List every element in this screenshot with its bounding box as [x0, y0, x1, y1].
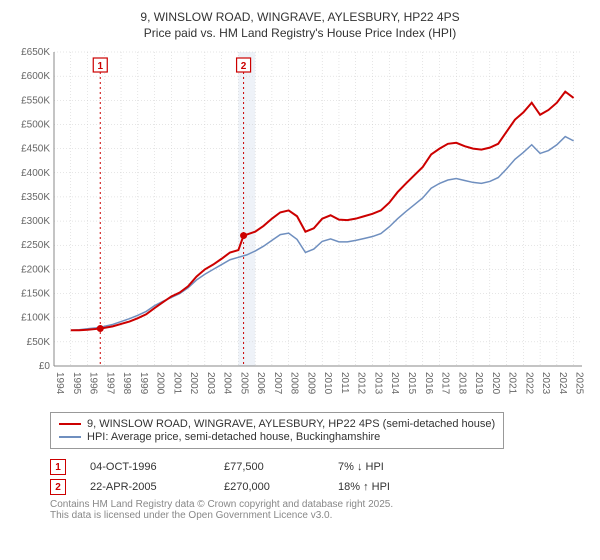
svg-text:2003: 2003: [205, 372, 216, 395]
svg-text:2022: 2022: [523, 372, 534, 395]
svg-text:2012: 2012: [356, 372, 367, 395]
svg-text:£200K: £200K: [21, 264, 50, 275]
svg-text:2018: 2018: [456, 372, 467, 395]
svg-text:1994: 1994: [54, 372, 65, 395]
svg-text:£650K: £650K: [21, 47, 50, 58]
svg-text:£100K: £100K: [21, 313, 50, 324]
sales-table: 1 04-OCT-1996 £77,500 7% ↓ HPI 2 22-APR-2005 £…: [50, 459, 590, 495]
legend-item: 9, WINSLOW ROAD, WINGRAVE, AYLESBURY, HP…: [59, 418, 495, 430]
svg-text:1995: 1995: [71, 372, 82, 395]
sale-price: £77,500: [224, 461, 314, 473]
svg-text:2016: 2016: [423, 372, 434, 395]
svg-text:2000: 2000: [155, 372, 166, 395]
svg-text:£600K: £600K: [21, 71, 50, 82]
footer-line: This data is licensed under the Open Gov…: [50, 510, 590, 521]
sale-row: 2 22-APR-2005 £270,000 18% ↑ HPI: [50, 479, 590, 495]
svg-text:£0: £0: [39, 361, 51, 372]
svg-text:£350K: £350K: [21, 192, 50, 203]
svg-text:2015: 2015: [406, 372, 417, 395]
svg-text:£500K: £500K: [21, 119, 50, 130]
svg-text:2008: 2008: [289, 372, 300, 395]
svg-text:1: 1: [97, 61, 103, 72]
sale-date: 04-OCT-1996: [90, 461, 200, 473]
svg-text:£50K: £50K: [27, 337, 51, 348]
sale-marker: 1: [50, 459, 66, 475]
svg-text:2001: 2001: [171, 372, 182, 395]
sale-price: £270,000: [224, 481, 314, 493]
svg-text:1997: 1997: [104, 372, 115, 395]
svg-text:£300K: £300K: [21, 216, 50, 227]
legend-label: HPI: Average price, semi-detached house,…: [87, 431, 380, 443]
chart-svg: £0 £50K £100K £150K £200K £250K £300K £350K £400…: [10, 46, 590, 406]
svg-text:£400K: £400K: [21, 168, 50, 179]
svg-text:2007: 2007: [272, 372, 283, 395]
svg-text:£550K: £550K: [21, 95, 50, 106]
sale-row: 1 04-OCT-1996 £77,500 7% ↓ HPI: [50, 459, 590, 475]
legend: 9, WINSLOW ROAD, WINGRAVE, AYLESBURY, HP…: [50, 412, 504, 449]
svg-text:2019: 2019: [473, 372, 484, 395]
svg-text:1999: 1999: [138, 372, 149, 395]
svg-text:£250K: £250K: [21, 240, 50, 251]
svg-text:2010: 2010: [322, 372, 333, 395]
page-title: 9, WINSLOW ROAD, WINGRAVE, AYLESBURY, HP…: [10, 10, 590, 24]
price-chart: £0 £50K £100K £150K £200K £250K £300K £350K £400…: [10, 46, 590, 406]
svg-text:2002: 2002: [188, 372, 199, 395]
legend-swatch: [59, 423, 81, 425]
sale-delta: 7% ↓ HPI: [338, 461, 384, 473]
svg-text:1996: 1996: [88, 372, 99, 395]
svg-text:2025: 2025: [574, 372, 585, 395]
svg-text:2021: 2021: [507, 372, 518, 395]
svg-text:2020: 2020: [490, 372, 501, 395]
page-subtitle: Price paid vs. HM Land Registry's House …: [10, 26, 590, 40]
sale-delta: 18% ↑ HPI: [338, 481, 390, 493]
svg-text:2014: 2014: [389, 372, 400, 395]
svg-text:£150K: £150K: [21, 289, 50, 300]
svg-text:2006: 2006: [255, 372, 266, 395]
svg-text:2023: 2023: [540, 372, 551, 395]
svg-text:2024: 2024: [557, 372, 568, 395]
legend-swatch: [59, 436, 81, 438]
sale-marker: 2: [50, 479, 66, 495]
svg-text:2009: 2009: [305, 372, 316, 395]
svg-text:2004: 2004: [222, 372, 233, 395]
footer-attribution: Contains HM Land Registry data © Crown c…: [50, 499, 590, 521]
legend-label: 9, WINSLOW ROAD, WINGRAVE, AYLESBURY, HP…: [87, 418, 495, 430]
sale-date: 22-APR-2005: [90, 481, 200, 493]
svg-text:£450K: £450K: [21, 144, 50, 155]
svg-text:2: 2: [241, 61, 247, 72]
svg-text:2013: 2013: [372, 372, 383, 395]
legend-item: HPI: Average price, semi-detached house,…: [59, 431, 495, 443]
svg-text:1998: 1998: [121, 372, 132, 395]
svg-text:2017: 2017: [440, 372, 451, 395]
footer-line: Contains HM Land Registry data © Crown c…: [50, 499, 590, 510]
svg-text:2005: 2005: [238, 372, 249, 395]
svg-text:2011: 2011: [339, 372, 350, 394]
